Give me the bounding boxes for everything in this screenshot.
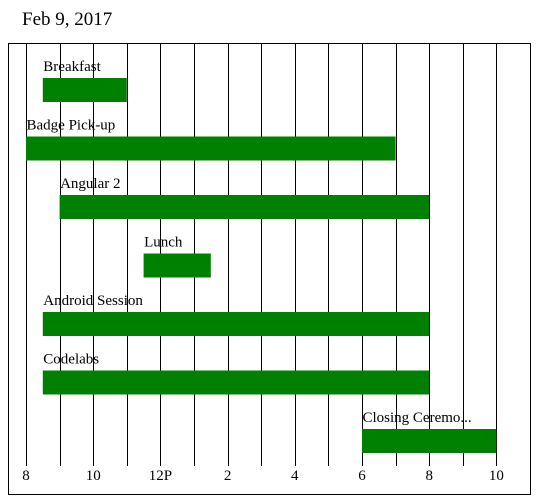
event-label: Codelabs [43, 352, 99, 368]
event-label: Angular 2 [60, 176, 120, 192]
x-tick-label: 8 [22, 468, 30, 484]
event-label: Android Session [43, 293, 143, 309]
event-label: Closing Ceremo... [363, 410, 472, 426]
event-label: Breakfast [43, 59, 101, 75]
event-bars [26, 78, 497, 453]
hour-gridlines [26, 44, 497, 466]
x-tick-label: 10 [86, 468, 101, 484]
event-bar[interactable] [362, 429, 497, 453]
event-bar[interactable] [143, 253, 211, 278]
event-label: Lunch [144, 235, 183, 251]
x-tick-label: 2 [224, 468, 232, 484]
chart-border [8, 43, 531, 495]
event-bar[interactable] [42, 78, 127, 102]
event-bar[interactable] [42, 312, 430, 336]
event-bar[interactable] [26, 136, 396, 161]
event-labels: Breakfast Badge Pick-up Angular 2 Lunch Andr… [27, 59, 472, 426]
x-tick-label: 8 [425, 468, 433, 484]
event-bar[interactable] [42, 370, 430, 395]
event-bar[interactable] [59, 195, 430, 219]
x-tick-label: 4 [291, 468, 299, 484]
x-axis-ticks: 8 10 12P 2 4 6 8 10 [22, 468, 504, 484]
x-tick-label: 10 [489, 468, 504, 484]
date-title: Feb 9, 2017 [22, 9, 113, 30]
x-tick-label: 6 [358, 468, 366, 484]
event-label: Badge Pick-up [27, 118, 116, 134]
x-tick-label: 12P [149, 468, 172, 484]
